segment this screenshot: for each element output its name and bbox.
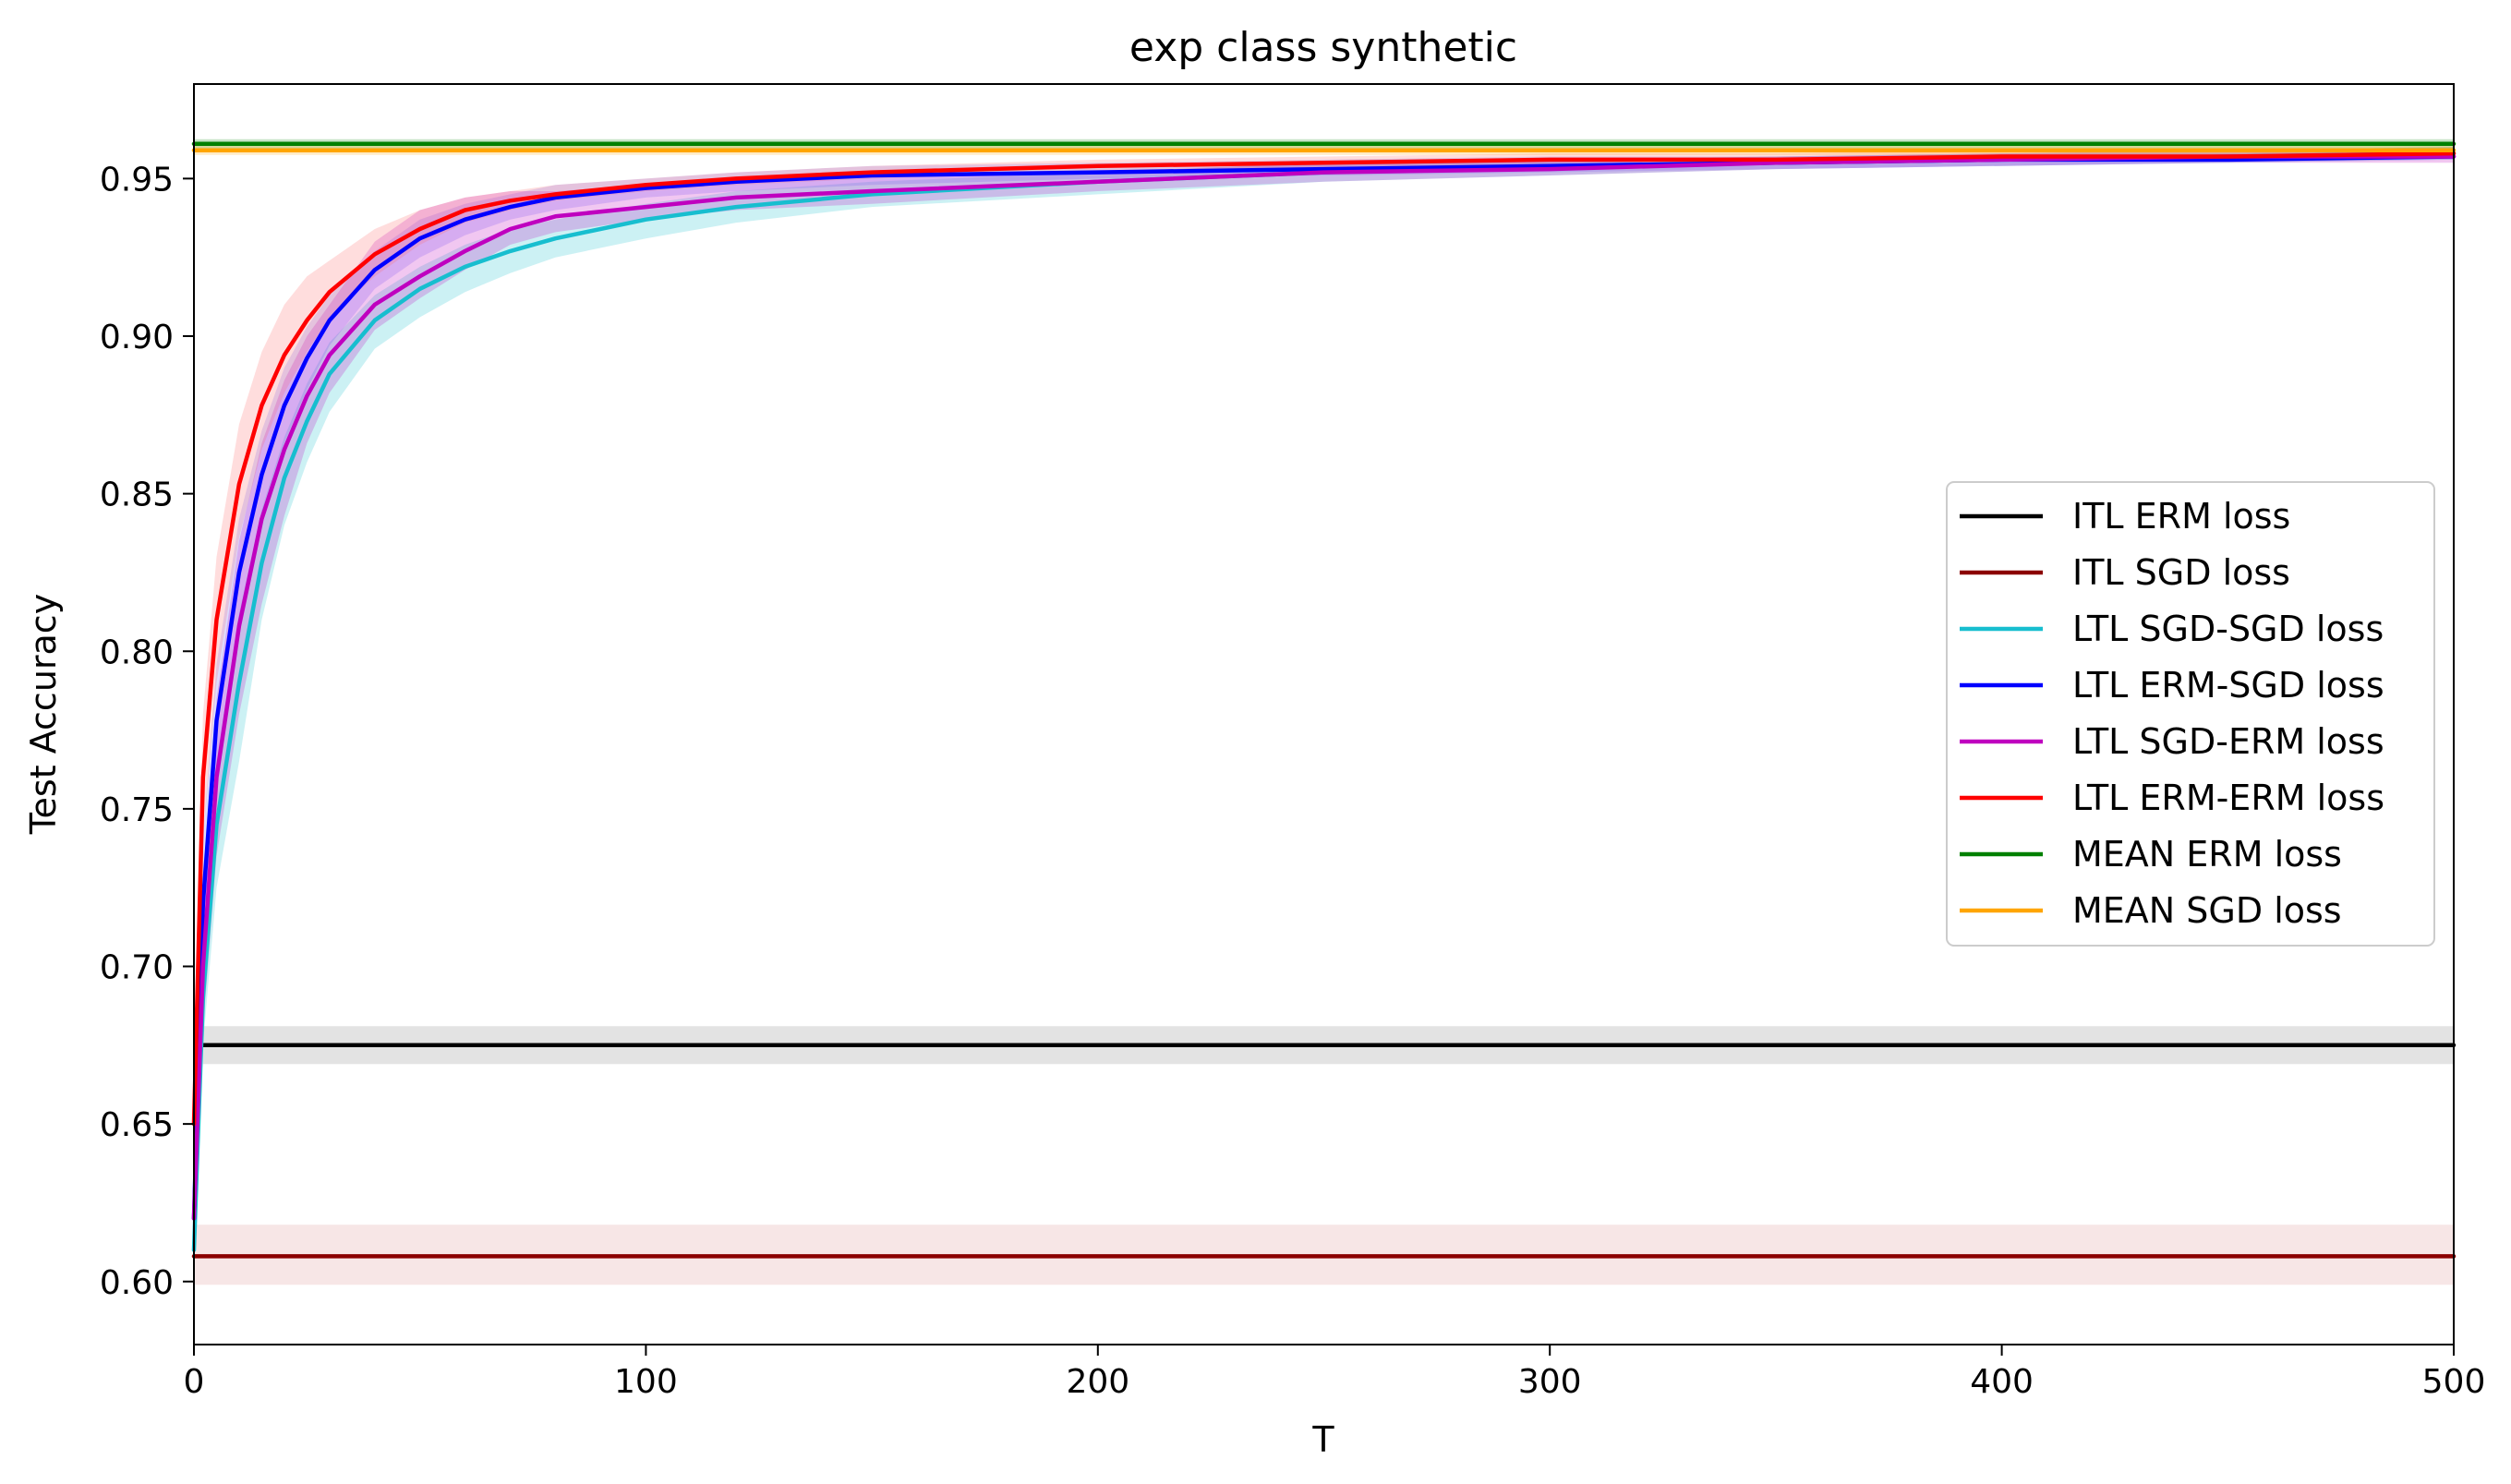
legend-item-itl-sgd-loss: ITL SGD loss — [1960, 552, 2290, 593]
line-ltl-erm-sgd-loss — [191, 154, 2457, 1221]
series-lines — [191, 141, 2457, 1259]
x-tick-label: 100 — [614, 1363, 678, 1401]
y-tick-label: 0.95 — [100, 161, 174, 199]
x-axis-ticks: 0 100 200 300 400 500 — [184, 1345, 2486, 1401]
legend-label: ITL SGD loss — [2072, 552, 2290, 593]
legend-item-mean-sgd-loss: MEAN SGD loss — [1960, 890, 2342, 931]
legend-item-ltl-sgd-erm-loss: LTL SGD-ERM loss — [1960, 721, 2384, 762]
y-tick-label: 0.80 — [100, 633, 174, 671]
y-tick-label: 0.60 — [100, 1264, 174, 1302]
legend-item-ltl-erm-erm-loss: LTL ERM-ERM loss — [1960, 778, 2384, 818]
x-axis-label: T — [1311, 1419, 1334, 1460]
legend-box — [1946, 481, 2435, 947]
y-tick-label: 0.90 — [100, 319, 174, 356]
legend: ITL ERM loss ITL SGD loss LTL SGD-SGD loss… — [1946, 481, 2435, 947]
x-tick-label: 0 — [184, 1363, 205, 1401]
legend-label: LTL ERM-ERM loss — [2072, 778, 2384, 818]
y-tick-label: 0.65 — [100, 1106, 174, 1144]
legend-label: LTL SGD-ERM loss — [2072, 721, 2384, 762]
legend-label: LTL ERM-SGD loss — [2072, 665, 2384, 706]
legend-item-ltl-erm-sgd-loss: LTL ERM-SGD loss — [1960, 665, 2384, 706]
y-axis-ticks: 0.60 0.65 0.70 0.75 0.80 0.85 0.90 0.95 — [100, 161, 194, 1302]
y-tick-label: 0.85 — [100, 477, 174, 514]
x-tick-label: 200 — [1066, 1363, 1129, 1401]
legend-item-ltl-sgd-sgd-loss: LTL SGD-SGD loss — [1960, 609, 2384, 649]
legend-label: MEAN ERM loss — [2072, 834, 2342, 875]
legend-item-itl-erm-loss: ITL ERM loss — [1960, 496, 2290, 537]
chart-title: exp class synthetic — [1129, 24, 1517, 71]
y-tick-label: 0.70 — [100, 949, 174, 987]
band-ltl-sgd-erm-loss — [194, 150, 2454, 1266]
line-ltl-sgd-erm-loss — [191, 154, 2457, 1221]
legend-label: MEAN SGD loss — [2072, 890, 2342, 931]
x-tick-label: 300 — [1518, 1363, 1582, 1401]
line-ltl-erm-erm-loss — [191, 151, 2457, 1127]
legend-item-mean-erm-loss: MEAN ERM loss — [1960, 834, 2342, 875]
y-tick-label: 0.75 — [100, 791, 174, 829]
x-tick-label: 400 — [1970, 1363, 2034, 1401]
plot-frame — [193, 83, 2455, 1345]
legend-items: ITL ERM loss ITL SGD loss LTL SGD-SGD loss… — [1960, 496, 2384, 931]
legend-label: ITL ERM loss — [2072, 496, 2290, 537]
legend-label: LTL SGD-SGD loss — [2072, 609, 2384, 649]
y-axis-label: Test Accuracy — [23, 594, 64, 835]
x-tick-label: 500 — [2422, 1363, 2486, 1401]
